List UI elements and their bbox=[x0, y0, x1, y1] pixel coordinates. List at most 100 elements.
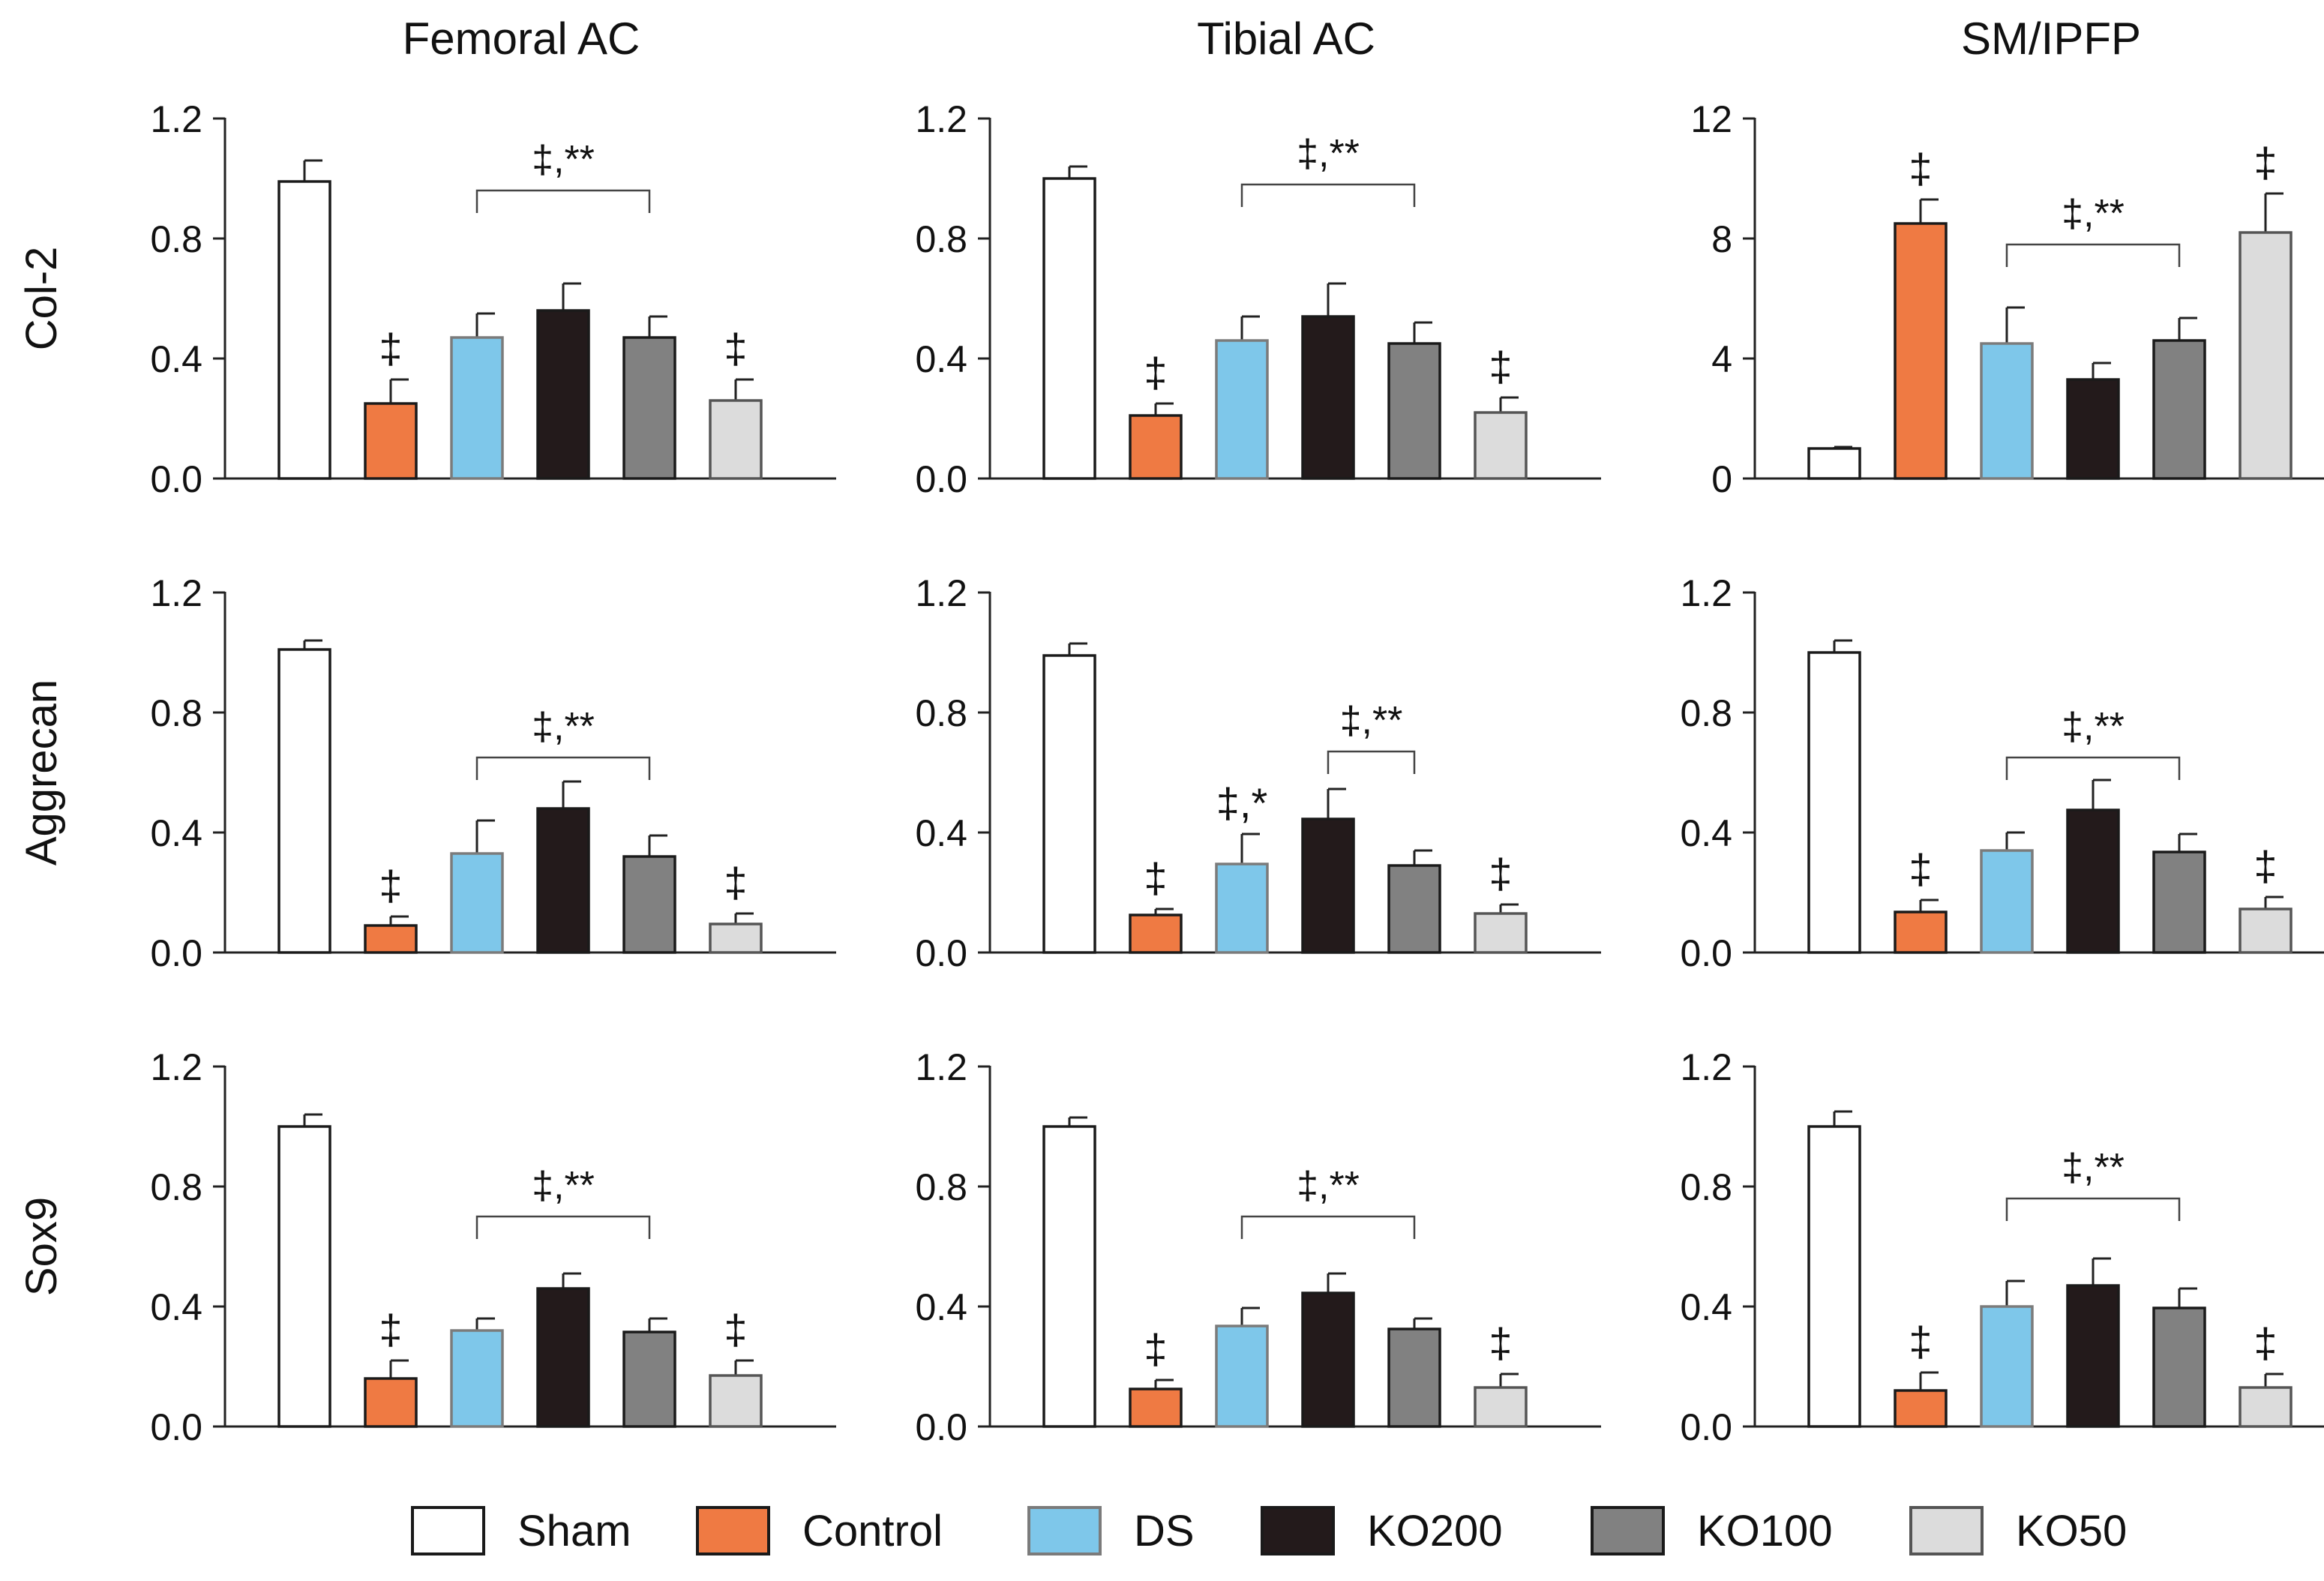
panel-col-2-femoral-ac: 0.0 0.4 0.8 1.2 ‡ ‡ ‡,** bbox=[150, 98, 836, 500]
legend-item-ds: DS bbox=[1027, 1506, 1195, 1556]
significance-marker-ko50: ‡ bbox=[1489, 343, 1512, 390]
panel-aggrecan-sm-ipfp: 0.0 0.4 0.8 1.2 ‡ ‡ ‡,** bbox=[1680, 572, 2324, 974]
y-tick-label: 12 bbox=[1690, 98, 1732, 140]
bar-sham bbox=[1807, 447, 1861, 480]
bar-ko100 bbox=[1387, 864, 1441, 954]
y-tick-label: 0.0 bbox=[915, 1406, 967, 1448]
significance-bracket bbox=[475, 1215, 651, 1239]
significance-marker-control: ‡ bbox=[1144, 1325, 1167, 1372]
bar-ko100 bbox=[622, 336, 676, 480]
y-tick-label: 0.0 bbox=[1680, 1406, 1732, 1448]
y-tick-label: 1.2 bbox=[1680, 1046, 1732, 1088]
bar-ds bbox=[1215, 339, 1269, 480]
bar-ko200 bbox=[536, 1287, 590, 1428]
bar-ko200 bbox=[536, 807, 590, 954]
y-tick-label: 0.8 bbox=[150, 218, 202, 260]
bracket-label: ‡,** bbox=[2062, 192, 2125, 236]
significance-bracket bbox=[1240, 1215, 1416, 1239]
bracket-label: ‡,** bbox=[2062, 705, 2125, 748]
bar-ko100 bbox=[2152, 339, 2206, 480]
bar-control bbox=[1894, 1389, 1948, 1428]
significance-bracket bbox=[2005, 1197, 2181, 1221]
bar-control bbox=[364, 402, 418, 480]
panel-col-2-tibial-ac: 0.0 0.4 0.8 1.2 ‡ ‡ ‡,** bbox=[915, 98, 1601, 500]
bar-control bbox=[1894, 222, 1948, 480]
bar-control bbox=[1894, 910, 1948, 954]
bar-ko200 bbox=[1301, 315, 1355, 480]
bracket-label: ‡,** bbox=[2062, 1146, 2125, 1190]
bar-ko50 bbox=[1474, 912, 1528, 954]
bracket-label: ‡,** bbox=[532, 1164, 595, 1208]
legend-swatch-sham bbox=[411, 1506, 485, 1556]
significance-bracket bbox=[2005, 243, 2181, 267]
y-tick-label: 1.2 bbox=[915, 1046, 967, 1088]
significance-marker-ko50: ‡ bbox=[1489, 850, 1512, 897]
significance-marker-control: ‡ bbox=[1909, 145, 1932, 192]
bracket-label: ‡,** bbox=[1297, 132, 1360, 176]
column-title-femoral-ac: Femoral AC bbox=[403, 14, 640, 64]
bar-sham bbox=[277, 1125, 331, 1428]
significance-bracket bbox=[1327, 750, 1416, 774]
bar-ko50 bbox=[1474, 1386, 1528, 1428]
panel-sox9-sm-ipfp: 0.0 0.4 0.8 1.2 ‡ ‡ ‡,** bbox=[1680, 1046, 2324, 1448]
y-tick-label: 1.2 bbox=[150, 572, 202, 614]
y-tick-label: 0.4 bbox=[150, 812, 202, 854]
significance-marker-ko50: ‡ bbox=[724, 859, 747, 906]
legend-label-ds: DS bbox=[1134, 1507, 1195, 1556]
bar-ko200 bbox=[2066, 378, 2120, 480]
significance-marker-control: ‡ bbox=[1909, 1318, 1932, 1365]
bar-ko100 bbox=[622, 1330, 676, 1428]
panel-col-2-sm-ipfp: 0 4 8 12 ‡ ‡ ‡,** bbox=[1690, 98, 2324, 500]
legend-item-ko100: KO100 bbox=[1591, 1506, 1833, 1556]
y-tick-label: 0.8 bbox=[150, 692, 202, 734]
bar-ko50 bbox=[709, 1374, 763, 1428]
legend-swatch-control bbox=[696, 1506, 770, 1556]
row-title-sox9: Sox9 bbox=[17, 1197, 66, 1296]
panel-sox9-femoral-ac: 0.0 0.4 0.8 1.2 ‡ ‡ ‡,** bbox=[150, 1046, 836, 1448]
legend-label-ko50: KO50 bbox=[2016, 1507, 2127, 1556]
bar-ko50 bbox=[709, 922, 763, 954]
significance-bracket bbox=[475, 189, 651, 213]
bar-ko200 bbox=[1301, 818, 1355, 954]
bar-ko50 bbox=[709, 399, 763, 480]
y-tick-label: 0.0 bbox=[150, 932, 202, 974]
y-tick-label: 1.2 bbox=[1680, 572, 1732, 614]
y-tick-label: 0.0 bbox=[150, 458, 202, 500]
bar-ko200 bbox=[1301, 1292, 1355, 1428]
y-tick-label: 0.0 bbox=[1680, 932, 1732, 974]
bracket-label: ‡,** bbox=[1297, 1164, 1360, 1208]
bar-control bbox=[1129, 414, 1183, 480]
legend-label-control: Control bbox=[802, 1507, 943, 1556]
y-tick-label: 0.8 bbox=[150, 1166, 202, 1208]
significance-marker-ko50: ‡ bbox=[2254, 842, 2277, 890]
y-tick-label: 0.4 bbox=[915, 338, 967, 380]
significance-marker-control: ‡ bbox=[379, 325, 402, 372]
y-tick-label: 0.4 bbox=[915, 812, 967, 854]
y-tick-label: 1.2 bbox=[150, 98, 202, 140]
legend-swatch-ds bbox=[1027, 1506, 1102, 1556]
significance-marker-ds: ‡,* bbox=[1216, 779, 1268, 826]
bar-control bbox=[1129, 914, 1183, 954]
bar-ko200 bbox=[2066, 808, 2120, 954]
y-tick-label: 0.8 bbox=[915, 692, 967, 734]
y-tick-label: 0.4 bbox=[915, 1286, 967, 1328]
significance-bracket bbox=[475, 756, 651, 780]
row-title-col-2: Col-2 bbox=[17, 247, 66, 351]
legend-item-ko200: KO200 bbox=[1261, 1506, 1503, 1556]
significance-marker-control: ‡ bbox=[1144, 854, 1167, 902]
column-title-sm-ipfp: SM/IPFP bbox=[1961, 14, 2141, 64]
legend-swatch-ko50 bbox=[1909, 1506, 1984, 1556]
y-tick-label: 0.0 bbox=[150, 1406, 202, 1448]
significance-marker-control: ‡ bbox=[379, 862, 402, 909]
y-tick-label: 0.8 bbox=[915, 1166, 967, 1208]
bar-ds bbox=[1980, 1305, 2034, 1428]
bracket-label: ‡,** bbox=[532, 138, 595, 182]
y-tick-label: 8 bbox=[1711, 218, 1732, 260]
bar-ds bbox=[450, 1329, 504, 1428]
legend-swatch-ko100 bbox=[1591, 1506, 1665, 1556]
bar-sham bbox=[277, 648, 331, 954]
column-title-tibial-ac: Tibial AC bbox=[1197, 14, 1375, 64]
panels: Femoral AC Tibial AC SM/IPFP Col-2 Aggrecan S… bbox=[17, 14, 2324, 1448]
bar-sham bbox=[1042, 1125, 1096, 1428]
